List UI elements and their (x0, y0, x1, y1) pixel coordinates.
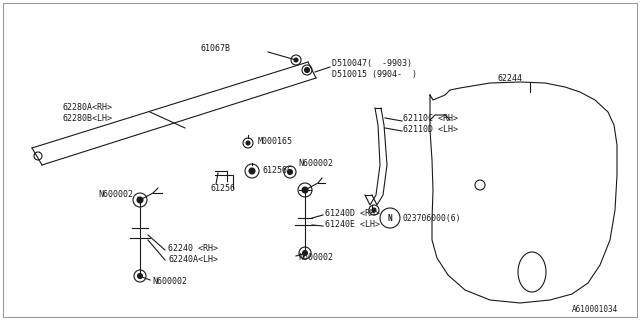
Text: 62280B<LH>: 62280B<LH> (62, 114, 112, 123)
Text: 62240 <RH>: 62240 <RH> (168, 244, 218, 252)
Circle shape (246, 141, 250, 145)
Text: M000165: M000165 (258, 137, 293, 146)
Circle shape (303, 251, 307, 255)
Text: 61256C: 61256C (262, 165, 292, 174)
Text: N600002: N600002 (298, 253, 333, 262)
Text: 62110D <LH>: 62110D <LH> (403, 124, 458, 133)
Text: N: N (388, 213, 392, 222)
Text: 62240A<LH>: 62240A<LH> (168, 255, 218, 265)
Text: N600002: N600002 (152, 277, 187, 286)
Circle shape (302, 187, 308, 193)
Circle shape (294, 58, 298, 62)
Text: N600002: N600002 (298, 158, 333, 167)
Text: 62110C <RH>: 62110C <RH> (403, 114, 458, 123)
Circle shape (287, 170, 292, 174)
Text: 62280A<RH>: 62280A<RH> (62, 102, 112, 111)
Text: 61240D <RH>: 61240D <RH> (325, 209, 380, 218)
Circle shape (138, 274, 143, 278)
Text: 61240E <LH>: 61240E <LH> (325, 220, 380, 228)
Circle shape (372, 208, 376, 212)
Text: D510015 (9904-  ): D510015 (9904- ) (332, 69, 417, 78)
Text: A610001034: A610001034 (572, 306, 618, 315)
Text: 61256: 61256 (210, 183, 235, 193)
Text: 023706000(6): 023706000(6) (402, 213, 461, 222)
Circle shape (305, 68, 310, 73)
Circle shape (249, 168, 255, 174)
Text: D510047(  -9903): D510047( -9903) (332, 59, 412, 68)
Circle shape (137, 197, 143, 203)
Text: 61067B: 61067B (200, 44, 230, 52)
Text: 62244: 62244 (497, 74, 522, 83)
Text: N600002: N600002 (98, 189, 133, 198)
